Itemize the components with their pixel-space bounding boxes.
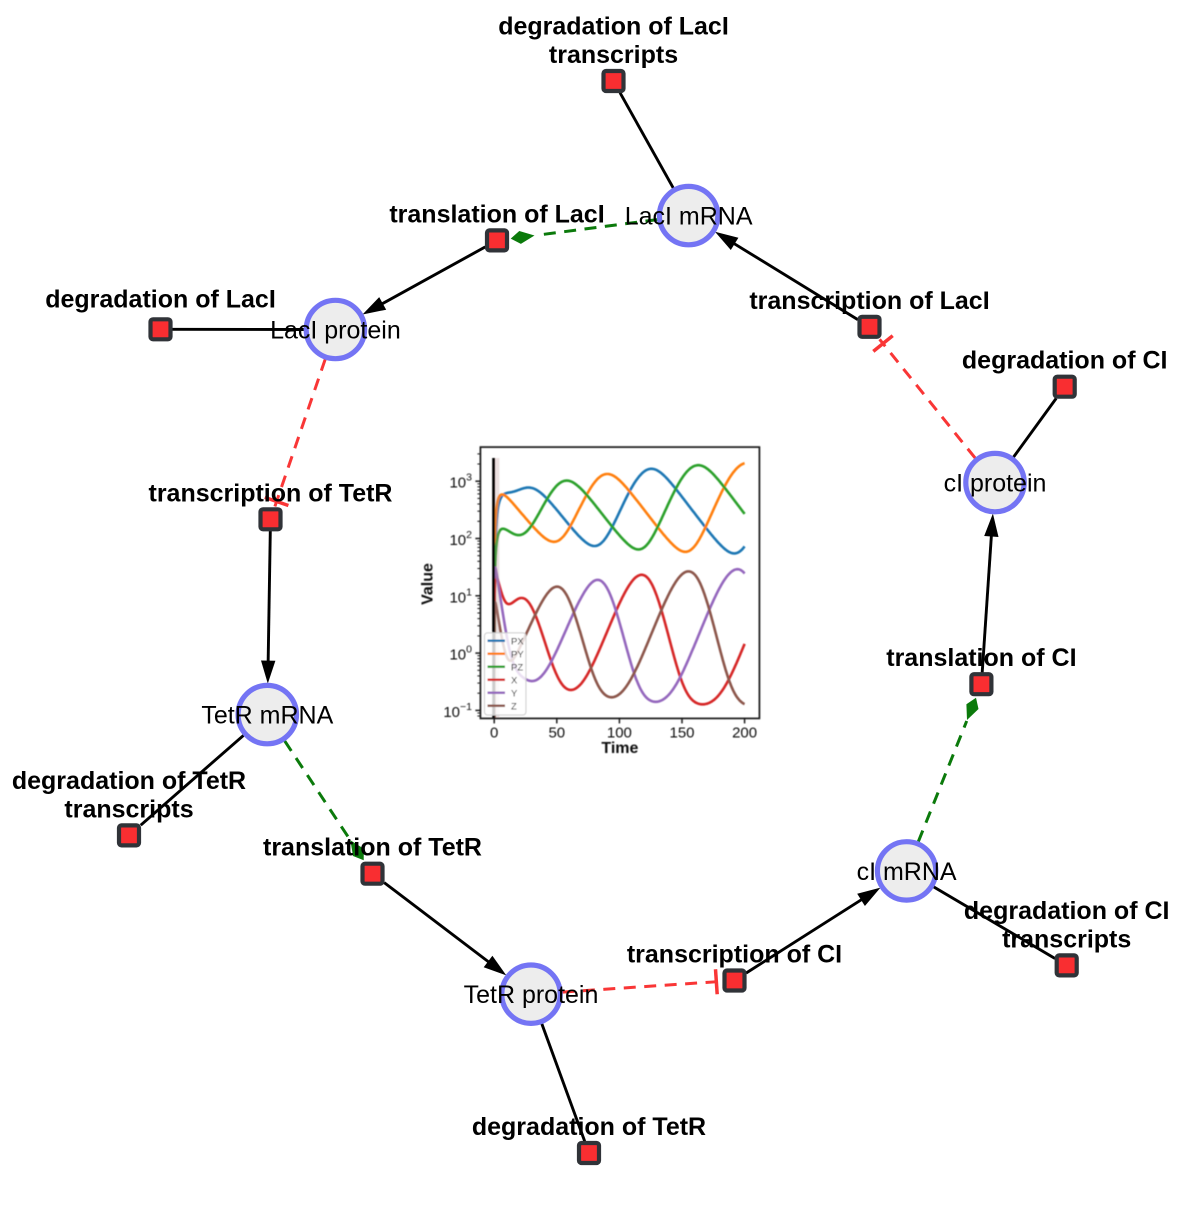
svg-text:X: X <box>511 675 518 686</box>
svg-text:200: 200 <box>732 725 757 742</box>
svg-text:LacI protein: LacI protein <box>270 317 401 345</box>
svg-text:TetR protein: TetR protein <box>464 981 599 1009</box>
svg-text:Time: Time <box>601 740 638 757</box>
svg-text:150: 150 <box>669 725 694 742</box>
svg-text:degradation of CI: degradation of CI <box>962 347 1168 375</box>
svg-text:transcripts: transcripts <box>549 41 678 69</box>
svg-text:Z: Z <box>511 701 517 712</box>
svg-text:PY: PY <box>511 649 524 660</box>
svg-text:cI mRNA: cI mRNA <box>857 858 957 886</box>
svg-text:PZ: PZ <box>511 662 523 673</box>
svg-text:0: 0 <box>490 725 498 742</box>
svg-text:translation of CI: translation of CI <box>886 644 1076 672</box>
svg-text:translation of TetR: translation of TetR <box>263 834 482 862</box>
svg-text:TetR mRNA: TetR mRNA <box>201 702 333 730</box>
svg-text:degradation of CI: degradation of CI <box>964 897 1170 925</box>
svg-text:transcription of TetR: transcription of TetR <box>149 479 393 507</box>
svg-text:degradation of TetR: degradation of TetR <box>12 767 246 795</box>
svg-text:Value: Value <box>420 563 437 605</box>
svg-text:translation of LacI: translation of LacI <box>389 200 604 228</box>
svg-text:degradation of LacI: degradation of LacI <box>498 12 729 40</box>
svg-text:LacI mRNA: LacI mRNA <box>625 203 753 231</box>
svg-text:transcription of CI: transcription of CI <box>627 941 842 969</box>
svg-text:PX: PX <box>511 636 524 647</box>
svg-text:50: 50 <box>548 725 565 742</box>
svg-text:transcription of LacI: transcription of LacI <box>749 287 989 315</box>
svg-text:cI protein: cI protein <box>944 470 1047 498</box>
svg-text:degradation of LacI: degradation of LacI <box>45 285 276 313</box>
svg-text:transcripts: transcripts <box>1002 925 1131 953</box>
svg-text:100: 100 <box>607 725 632 742</box>
svg-text:Y: Y <box>511 688 518 699</box>
svg-text:degradation of TetR: degradation of TetR <box>472 1113 706 1141</box>
svg-text:transcripts: transcripts <box>64 795 193 823</box>
